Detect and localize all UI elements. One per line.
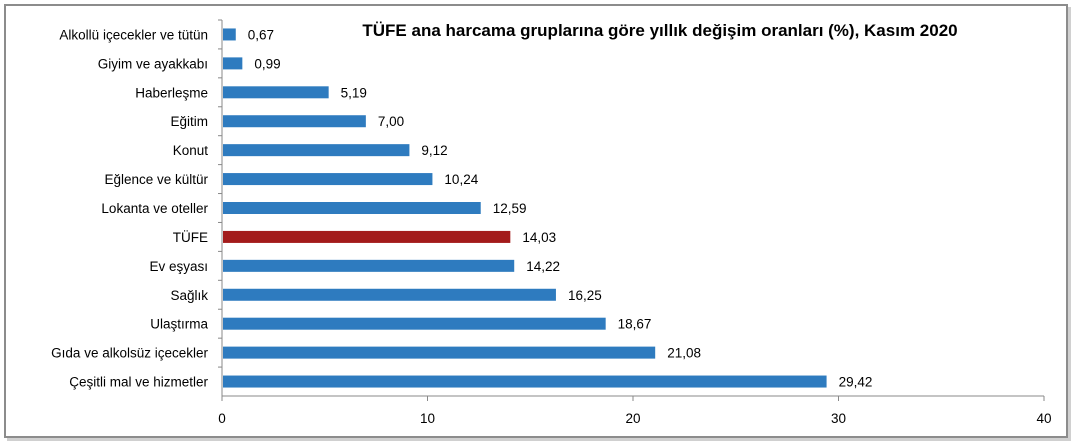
bar [223, 86, 329, 99]
value-label: 18,67 [618, 317, 652, 332]
chart-title: TÜFE ana harcama gruplarına göre yıllık … [362, 21, 957, 40]
bar [223, 288, 556, 301]
x-tick-label: 20 [625, 411, 640, 426]
x-tick-label: 30 [831, 411, 846, 426]
bar [223, 57, 243, 70]
category-label: Haberleşme [135, 85, 208, 100]
category-label: Alkollü içecekler ve tütün [59, 27, 208, 42]
value-label: 7,00 [378, 114, 404, 129]
bar [223, 144, 410, 157]
value-label: 5,19 [341, 85, 367, 100]
bar [223, 28, 236, 41]
x-tick-label: 40 [1036, 411, 1051, 426]
value-label: 0,67 [248, 27, 274, 42]
value-label: 0,99 [254, 56, 280, 71]
bar [223, 202, 481, 214]
x-tick-label: 0 [218, 411, 226, 426]
category-label: Çeşitli mal ve hizmetler [69, 375, 208, 390]
x-tick-label: 10 [420, 411, 435, 426]
category-label: Sağlık [170, 288, 208, 303]
value-label: 10,24 [444, 172, 478, 187]
category-label: Ev eşyası [149, 259, 208, 274]
value-label: 21,08 [667, 346, 701, 361]
category-label: Gıda ve alkolsüz içecekler [51, 346, 208, 361]
value-label: 12,59 [493, 201, 527, 216]
category-label: Lokanta ve oteller [101, 201, 208, 216]
bar [223, 259, 515, 272]
bar [223, 173, 433, 186]
chart-frame [4, 4, 1068, 438]
value-label: 16,25 [568, 288, 602, 303]
bar [223, 375, 827, 388]
bar [223, 346, 656, 359]
bar [223, 115, 366, 128]
category-label: Konut [173, 143, 209, 158]
value-label: 9,12 [421, 143, 447, 158]
category-label: Eğitim [170, 114, 208, 129]
category-label: Eğlence ve kültür [104, 172, 208, 187]
value-label: 29,42 [839, 375, 873, 390]
category-label: Giyim ve ayakkabı [98, 56, 208, 71]
category-label: Ulaştırma [150, 317, 208, 332]
category-label: TÜFE [173, 230, 208, 245]
bar [223, 317, 606, 330]
value-label: 14,03 [522, 230, 556, 245]
value-label: 14,22 [526, 259, 560, 274]
bar [223, 230, 511, 243]
